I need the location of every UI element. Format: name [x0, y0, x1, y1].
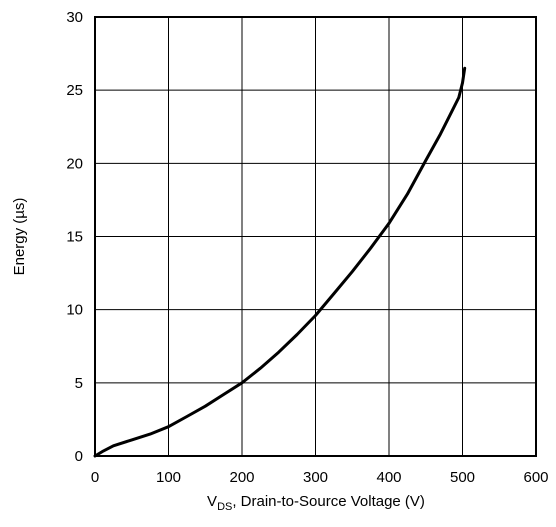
y-tick-label: 20: [66, 155, 83, 172]
y-tick-label: 15: [66, 229, 83, 246]
y-tick-label: 30: [66, 9, 83, 26]
x-tick-label: 300: [303, 469, 328, 486]
x-tick-label: 500: [450, 469, 475, 486]
y-tick-label: 5: [75, 375, 83, 392]
y-axis-label: Energy (µs): [11, 198, 28, 276]
grid: [95, 17, 536, 456]
y-tick-label: 10: [66, 302, 83, 319]
x-tick-label: 400: [376, 469, 401, 486]
x-tick-label: 100: [156, 469, 181, 486]
series: [93, 66, 467, 458]
y-tick-label: 0: [75, 448, 83, 465]
x-tick-label: 200: [229, 469, 254, 486]
x-tick-label: 600: [523, 469, 548, 486]
x-axis-label: VDS, Drain-to-Source Voltage (V): [207, 493, 425, 513]
energy-curve: [93, 66, 467, 458]
plot-frame: [94, 16, 537, 457]
y-tick-label: 25: [66, 82, 83, 99]
x-tick-label: 0: [91, 469, 99, 486]
tick-labels: 0 100 200 300 400 500 600 0 5 10 15 20 25 30: [66, 9, 548, 486]
